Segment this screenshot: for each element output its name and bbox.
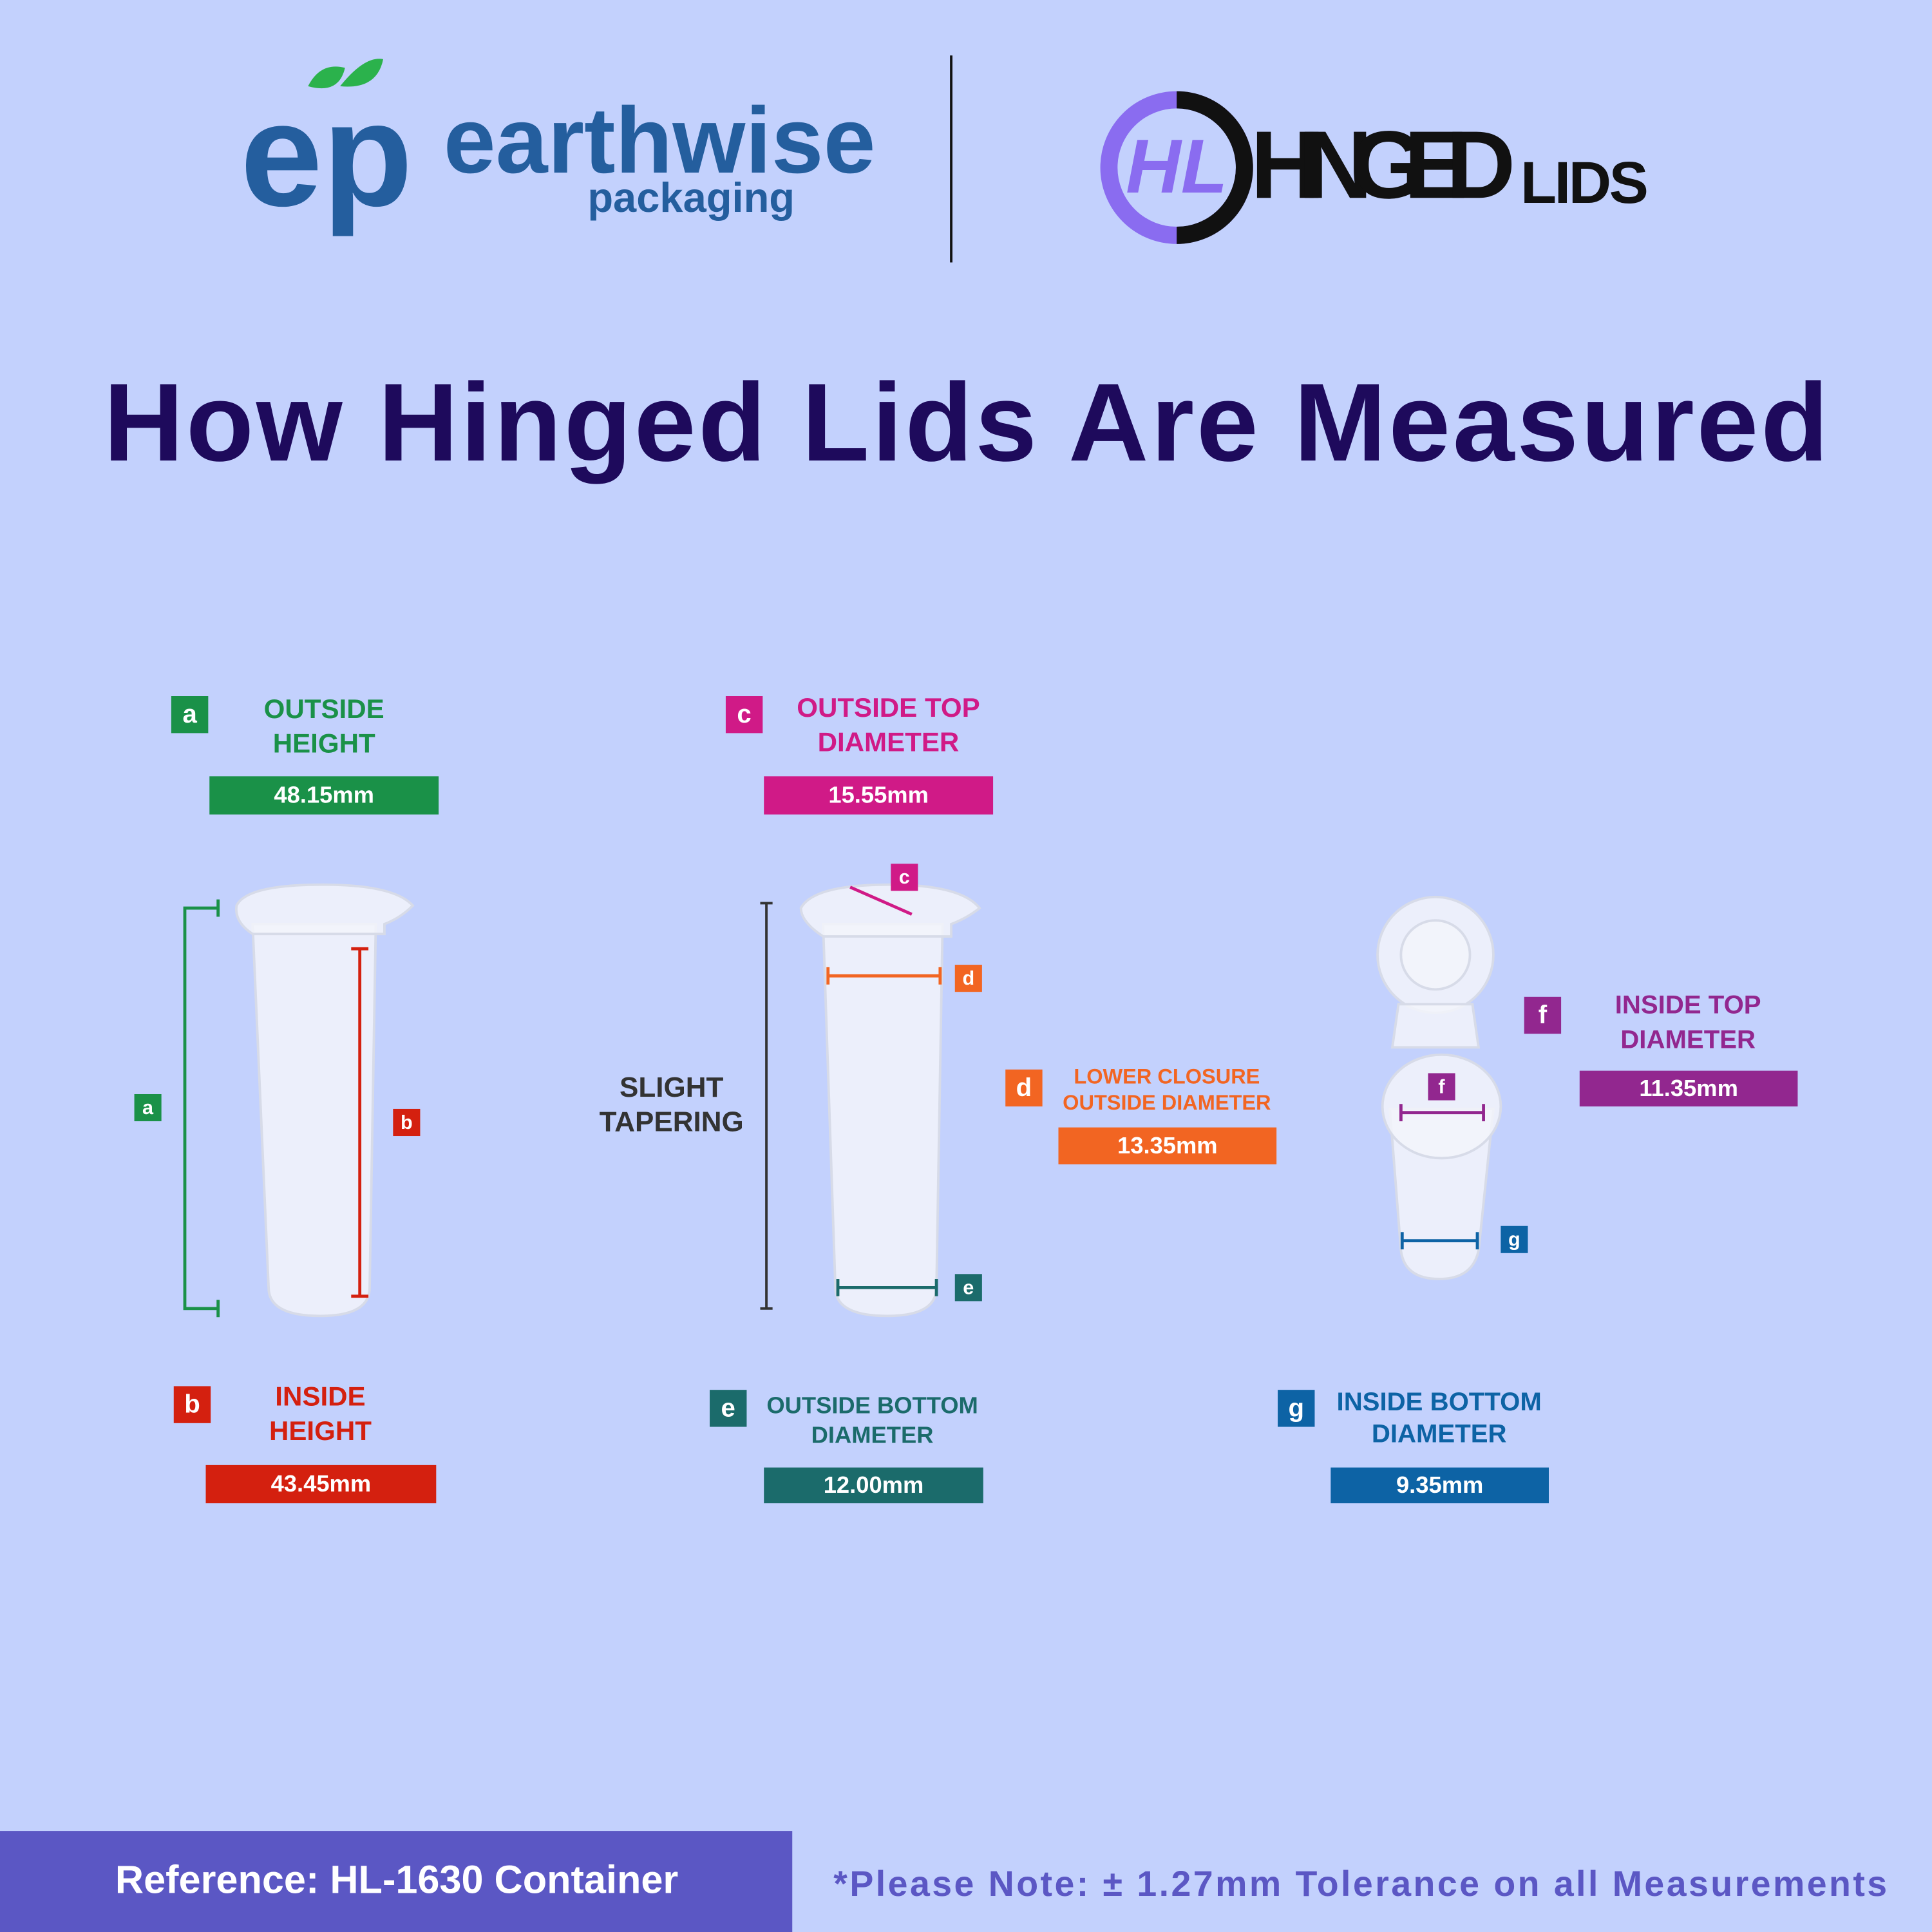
- line-g: [1400, 1232, 1479, 1250]
- measure-label: OUTSIDE TOP: [797, 692, 980, 723]
- earthwise-logo: ep earthwise packaging: [240, 59, 876, 237]
- reference-box: [0, 1831, 793, 1932]
- letter: a: [182, 699, 197, 728]
- measure-value: 48.15mm: [274, 782, 374, 808]
- line-taper: [760, 902, 773, 1310]
- taper-note: SLIGHT: [620, 1072, 723, 1103]
- title: How Hinged Lids Are Measured: [104, 361, 1829, 484]
- brand-name: HINGED: [1251, 111, 1515, 218]
- diagram-letter: g: [1508, 1229, 1520, 1251]
- measure-label: OUTSIDE BOTTOM: [766, 1392, 978, 1419]
- diagram-badge: [134, 1094, 162, 1122]
- tube-body: [251, 923, 377, 1318]
- diagram-letter: a: [142, 1097, 154, 1119]
- letter: f: [1539, 1000, 1548, 1029]
- value-box: [209, 776, 439, 815]
- measure-value: 9.35mm: [1396, 1472, 1483, 1498]
- measure-label: OUTSIDE: [264, 694, 384, 724]
- value-box: [764, 1467, 983, 1504]
- measure-label: DIAMETER: [1620, 1025, 1756, 1054]
- line-b: [351, 947, 369, 1298]
- letter: b: [184, 1390, 200, 1419]
- letter-badge: [725, 696, 763, 734]
- diagram-letter: f: [1438, 1076, 1445, 1098]
- letter-badge: [1278, 1390, 1315, 1427]
- measure-label: INSIDE: [275, 1381, 365, 1412]
- line-a: [183, 899, 220, 1318]
- reference: Reference: HL-1630 Container: [115, 1858, 678, 1902]
- letter-badge: [1005, 1069, 1043, 1107]
- value-box: [764, 776, 994, 815]
- line-e: [836, 1278, 938, 1296]
- diagram-letter: e: [963, 1276, 974, 1298]
- letter-badge: [1524, 996, 1562, 1034]
- diagram-badge: [1501, 1226, 1528, 1253]
- value-box: [1331, 1467, 1549, 1504]
- brand-suffix: LIDS: [1520, 150, 1649, 216]
- value-box: [1579, 1070, 1798, 1107]
- letter: e: [721, 1393, 735, 1422]
- hingedlids-logo: HL HINGED LIDS: [1100, 91, 1649, 244]
- diagram-badge: [891, 864, 918, 891]
- measure-label: HEIGHT: [269, 1416, 372, 1446]
- measure-value: 11.35mm: [1639, 1075, 1738, 1101]
- measure-label: DIAMETER: [811, 1421, 934, 1448]
- letter-badge: [171, 696, 209, 734]
- logo-ring: [1176, 91, 1253, 244]
- brand-tagline: packaging: [587, 174, 795, 221]
- measure-value: 12.00mm: [824, 1472, 924, 1498]
- tube-diagrams: [234, 883, 1502, 1318]
- diagram-badge: [954, 1274, 982, 1302]
- tube-body: [822, 923, 944, 1318]
- letter: g: [1288, 1393, 1304, 1422]
- diagram-letter: b: [401, 1112, 413, 1133]
- diagram-badge: [393, 1108, 421, 1137]
- value-box: [205, 1464, 437, 1504]
- measure-label: DIAMETER: [818, 727, 960, 757]
- measure-label: OUTSIDE DIAMETER: [1063, 1091, 1271, 1114]
- line-d: [826, 967, 942, 985]
- value-box: [1058, 1127, 1277, 1165]
- measure-value: 15.55mm: [828, 782, 929, 808]
- diagram-badge: [954, 965, 982, 992]
- letter-badge: [710, 1390, 747, 1427]
- diagram-badge: [1428, 1073, 1455, 1101]
- measure-label: HEIGHT: [273, 728, 375, 759]
- hl-logo: HL: [1126, 124, 1227, 209]
- letter: c: [737, 699, 751, 728]
- measure-label: INSIDE BOTTOM: [1337, 1387, 1542, 1416]
- tube-rim: [234, 883, 415, 936]
- tube-rim: [799, 883, 981, 938]
- diagram-letter: d: [962, 967, 974, 989]
- measurement-blocks: a OUTSIDE HEIGHT 48.15mm a b INSIDE HEIGHT 43.45…: [134, 692, 1798, 1504]
- leaf: [308, 66, 345, 89]
- line-f: [1399, 1104, 1485, 1122]
- brand-name: earthwise: [444, 88, 876, 193]
- letter-badge: [173, 1386, 211, 1423]
- lid-plug: [1399, 919, 1472, 991]
- ep-logo: ep: [240, 71, 413, 237]
- measure-lines: [183, 886, 1485, 1318]
- measure-label: LOWER CLOSURE: [1074, 1065, 1260, 1088]
- hinge: [1390, 1003, 1481, 1049]
- measure-value: 43.45mm: [271, 1470, 372, 1497]
- diagram-letter: c: [899, 866, 910, 888]
- measure-value: 13.35mm: [1117, 1132, 1218, 1159]
- measure-label: INSIDE TOP: [1615, 990, 1761, 1019]
- letter: d: [1016, 1073, 1032, 1102]
- leaf: [340, 59, 384, 87]
- measure-label: DIAMETER: [1372, 1419, 1507, 1448]
- taper-note: TAPERING: [600, 1106, 744, 1138]
- tube-opening: [1381, 1053, 1502, 1160]
- line-c: [849, 886, 913, 916]
- tolerance-note: *Please Note: ± 1.27mm Tolerance on all …: [833, 1864, 1887, 1904]
